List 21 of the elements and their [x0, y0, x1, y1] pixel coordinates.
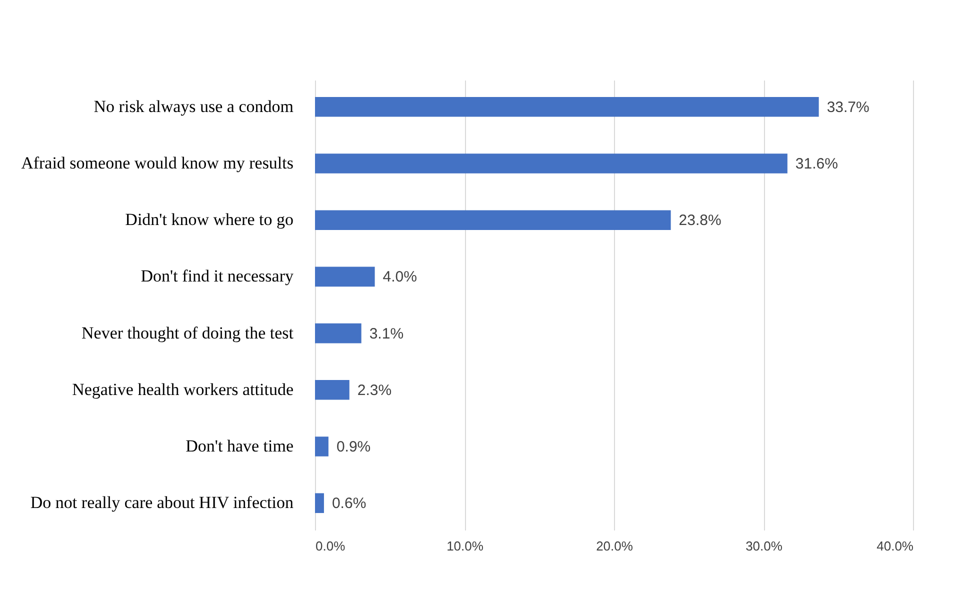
- data-label: 0.9%: [336, 438, 371, 456]
- y-tick-label: Don't find it necessary: [140, 266, 294, 286]
- data-label: 31.6%: [795, 155, 838, 172]
- y-tick-label: Never thought of doing the test: [82, 323, 294, 342]
- y-tick-label: Negative health workers attitude: [72, 380, 294, 399]
- x-tick-label: 20.0%: [596, 538, 634, 554]
- x-tick-label: 10.0%: [446, 538, 484, 554]
- y-tick-label: Afraid someone would know my results: [21, 153, 294, 172]
- x-tick-label: 0.0%: [316, 538, 346, 554]
- data-label: 3.1%: [369, 325, 404, 342]
- y-tick-label: No risk always use a condom: [94, 96, 294, 116]
- data-label: 0.6%: [332, 495, 366, 512]
- data-label: 4.0%: [382, 268, 418, 286]
- data-label: 23.8%: [678, 212, 722, 230]
- data-label: 33.7%: [826, 98, 870, 116]
- y-tick-label: Do not really care about HIV infection: [30, 493, 294, 512]
- y-tick-label: Didn't know where to go: [125, 210, 294, 230]
- x-tick-label: 40.0%: [876, 538, 914, 554]
- x-tick-label: 30.0%: [746, 538, 783, 554]
- data-label: 2.3%: [357, 382, 392, 399]
- y-tick-label: Don't have time: [186, 436, 294, 456]
